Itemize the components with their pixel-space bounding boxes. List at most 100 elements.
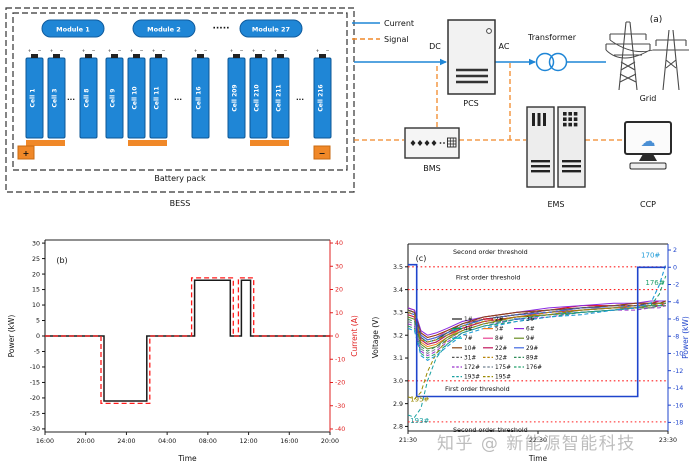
y-tick-left: 25 (32, 256, 40, 263)
legend-label: 176# (526, 365, 542, 371)
module-badge (239, 19, 303, 38)
cell-minus-mark: − (284, 49, 288, 54)
threshold-label: First order threshold (456, 274, 521, 282)
legend-label: 9# (526, 336, 535, 342)
cell-label: Cell 211 (276, 84, 283, 111)
y-tick-right: 2 (673, 247, 677, 254)
cell-label: Cell 216 (318, 84, 325, 111)
cloud-icon: ☁ (641, 132, 656, 150)
legend-label: 3# (526, 317, 535, 323)
bms-label: BMS (423, 164, 440, 173)
tower-insulators (655, 40, 687, 46)
annotation-176#: 176# (645, 279, 664, 287)
legend-label: 5# (495, 327, 504, 333)
cell-plus-mark: + (274, 48, 278, 54)
x-tick-label: 20:00 (77, 438, 95, 445)
ccp-unit: ☁ CCP (624, 121, 672, 209)
cell-terminal-tab (277, 54, 284, 58)
cell-plus-mark: + (82, 48, 86, 54)
y-tick-left: -5 (34, 349, 40, 356)
y-axis-title-left: Power (kW) (7, 315, 16, 358)
signal-wires (354, 63, 624, 141)
pcs-unit: PCS (447, 19, 496, 108)
cell-terminal-tab (255, 54, 262, 58)
cell-plus-mark: + (108, 48, 112, 54)
legend-label: 2# (495, 317, 504, 323)
tower-crossarms (653, 39, 689, 51)
bess-label: BESS (170, 199, 191, 208)
transformer-label: Transformer (527, 33, 577, 42)
y-tick-right: -12 (673, 368, 683, 375)
series-193# (407, 302, 666, 418)
legend-label: 6# (526, 327, 535, 333)
cell-minus-mark: − (60, 49, 64, 54)
y-tick-left: -10 (30, 364, 40, 371)
y-tick-left: 3.1 (393, 355, 403, 362)
y-tick-left: 2.9 (393, 401, 403, 408)
cell-minus-mark: − (38, 49, 42, 54)
y-tick-right: -18 (673, 420, 683, 427)
arrowhead-icon (529, 58, 536, 66)
cell-plus-mark: + (50, 48, 54, 54)
x-tick-label: 08:00 (199, 438, 217, 445)
y-tick-left: -15 (30, 380, 40, 387)
panel-a: Module 1 Module 2 Module 27····· + −Cell 1+… (5, 7, 689, 209)
pack-plus-mark: + (23, 149, 30, 158)
tower-crossarms (606, 33, 650, 56)
series-10# (407, 300, 666, 339)
cell-minus-mark: − (140, 49, 144, 54)
threshold-label: First order threshold (445, 385, 510, 393)
y-tick-left: 15 (32, 287, 40, 294)
annotation-170#: 170# (641, 252, 660, 260)
series-Current (45, 277, 330, 405)
ems-label: EMS (547, 200, 564, 209)
y-tick-right: -10 (335, 356, 345, 363)
cell-minus-mark: − (118, 49, 122, 54)
series-89# (407, 305, 666, 352)
monitor-stand (639, 154, 657, 161)
y-tick-right: -16 (673, 402, 683, 409)
cell-label: Cell 210 (254, 84, 261, 111)
pack-positive-terminal (17, 145, 35, 160)
cell-ellipsis: ··· (67, 96, 75, 104)
module-row: Module 1 Module 2 Module 27 ····· (41, 19, 303, 38)
cell-label: Cell 8 (84, 89, 91, 108)
panel-a-label: (a) (650, 15, 663, 25)
module-badge (132, 19, 196, 38)
legend-label: 4# (464, 327, 473, 333)
legend-label: 172# (464, 365, 480, 371)
cell-plus-mark: + (130, 48, 134, 54)
legend-label: 193# (464, 375, 480, 381)
ac-label: AC (499, 42, 510, 51)
y-tick-right: -6 (673, 316, 679, 323)
cell-minus-mark: − (240, 49, 244, 54)
legend-label: 22# (495, 346, 507, 352)
chart-body: 21:30 22:30 23:30 3.5 3.4 3.3 3.2 3.1 3.0 2.9 2.8 2… (371, 243, 690, 463)
y-tick-right: 30 (335, 263, 343, 270)
x-tick-label: 24:00 (117, 438, 135, 445)
series-31# (407, 302, 666, 343)
legend-label: 195# (495, 375, 511, 381)
y-tick-left: -25 (30, 411, 40, 418)
module-label: Module 1 (56, 26, 90, 34)
power-lines (605, 39, 654, 59)
cell-label: Cell 9 (110, 89, 117, 108)
cell-terminal-tab (85, 54, 92, 58)
series-195# (407, 302, 666, 400)
y-tick-right: 0 (335, 333, 339, 340)
cell-terminal-tab (53, 54, 60, 58)
panel-label: (c) (416, 254, 427, 263)
pack-negative-terminal (313, 145, 331, 160)
annotation-193#: 193# (410, 417, 429, 425)
x-tick-label: 21:30 (399, 437, 417, 444)
legend-label: 10# (464, 346, 476, 352)
y-tick-right: 0 (673, 264, 677, 271)
cell-terminal-tab (197, 54, 204, 58)
y-tick-left: 3.5 (393, 264, 403, 271)
series-Power (408, 263, 666, 398)
annotation-195#: 195# (410, 395, 429, 403)
bms-port-grid (447, 138, 456, 147)
legend-label: 8# (495, 336, 504, 342)
cell-connector-bar (250, 140, 289, 146)
